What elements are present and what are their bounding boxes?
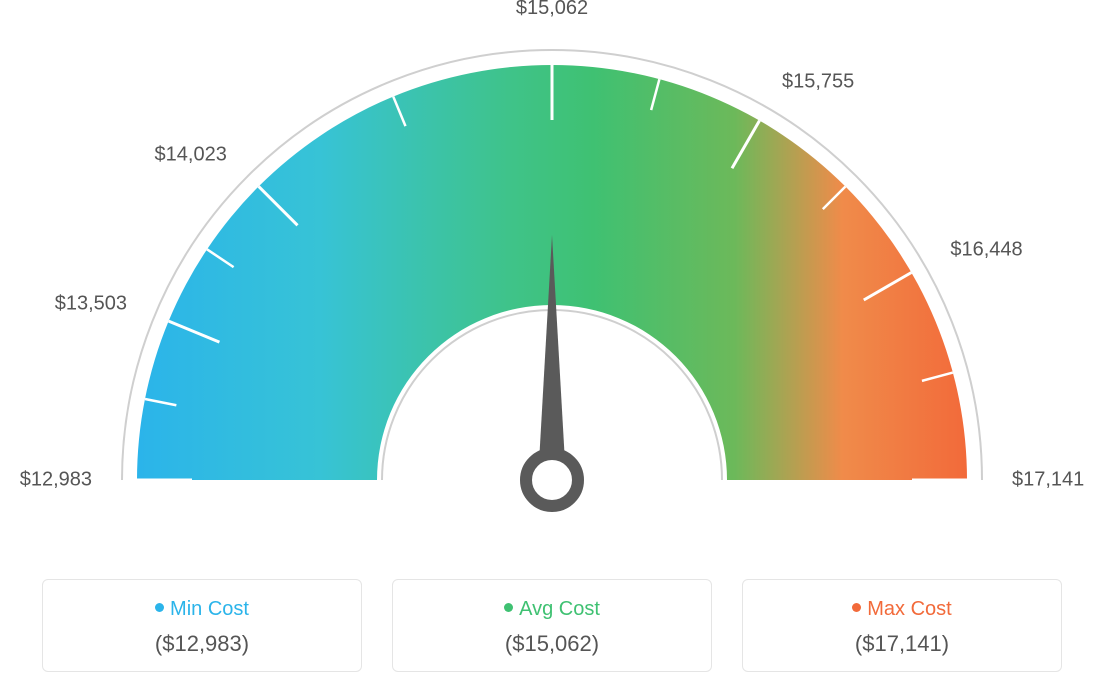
legend-title-avg-text: Avg Cost xyxy=(519,598,600,620)
legend-title-avg: Avg Cost xyxy=(403,598,701,621)
legend-card-max: Max Cost ($17,141) xyxy=(742,579,1062,672)
gauge-tick-label: $15,755 xyxy=(782,70,854,93)
gauge-area: $12,983 $13,503 $14,023 $15,062 $15,755 $16,4… xyxy=(0,0,1104,560)
gauge-tick-label: $14,023 xyxy=(155,143,227,166)
gauge-tick-label: $17,141 xyxy=(1012,469,1084,492)
legend-title-min: Min Cost xyxy=(53,598,351,621)
chart-container: $12,983 $13,503 $14,023 $15,062 $15,755 $16,4… xyxy=(0,0,1104,690)
legend-dot-max xyxy=(852,603,861,612)
gauge-svg xyxy=(0,0,1104,560)
gauge-tick-label: $12,983 xyxy=(20,469,92,492)
gauge-tick-label: $16,448 xyxy=(950,239,1022,262)
legend-dot-min xyxy=(155,603,164,612)
legend-value-max: ($17,141) xyxy=(753,631,1051,657)
legend-title-max-text: Max Cost xyxy=(867,598,951,620)
legend-title-max: Max Cost xyxy=(753,598,1051,621)
legend-card-min: Min Cost ($12,983) xyxy=(42,579,362,672)
gauge-tick-label: $15,062 xyxy=(516,0,588,20)
legend-value-min: ($12,983) xyxy=(53,631,351,657)
legend-value-avg: ($15,062) xyxy=(403,631,701,657)
legend-title-min-text: Min Cost xyxy=(170,598,249,620)
legend-dot-avg xyxy=(504,603,513,612)
legend-card-avg: Avg Cost ($15,062) xyxy=(392,579,712,672)
legend-row: Min Cost ($12,983) Avg Cost ($15,062) Ma… xyxy=(0,579,1104,672)
gauge-tick-label: $13,503 xyxy=(55,292,127,315)
